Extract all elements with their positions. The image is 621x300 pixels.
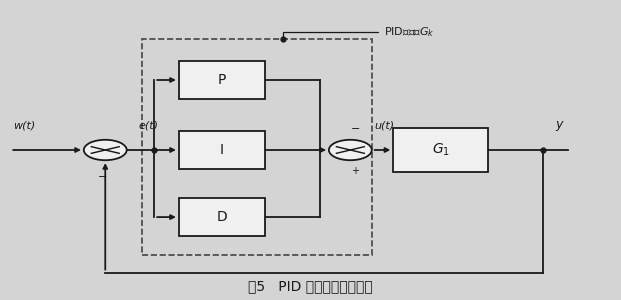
Text: y: y [556, 118, 563, 131]
Text: e(t): e(t) [139, 120, 159, 130]
Text: D: D [216, 210, 227, 224]
Text: u(t): u(t) [375, 120, 395, 130]
Text: P: P [217, 73, 226, 87]
Bar [179, 61, 265, 99]
Bar [142, 39, 372, 255]
Text: $G_1$: $G_1$ [432, 142, 450, 158]
Text: −: − [97, 172, 107, 182]
Bar [393, 128, 488, 172]
Text: −: − [350, 124, 360, 134]
Bar [179, 131, 265, 169]
Text: 图5   PID 控制系统原理框图: 图5 PID 控制系统原理框图 [248, 279, 373, 293]
Circle shape [329, 140, 372, 160]
Text: w(t): w(t) [14, 120, 35, 130]
Text: I: I [220, 143, 224, 157]
Bar [179, 198, 265, 236]
Circle shape [84, 140, 127, 160]
Text: +: + [351, 166, 359, 176]
Text: PID控制器$G_k$: PID控制器$G_k$ [283, 25, 435, 39]
